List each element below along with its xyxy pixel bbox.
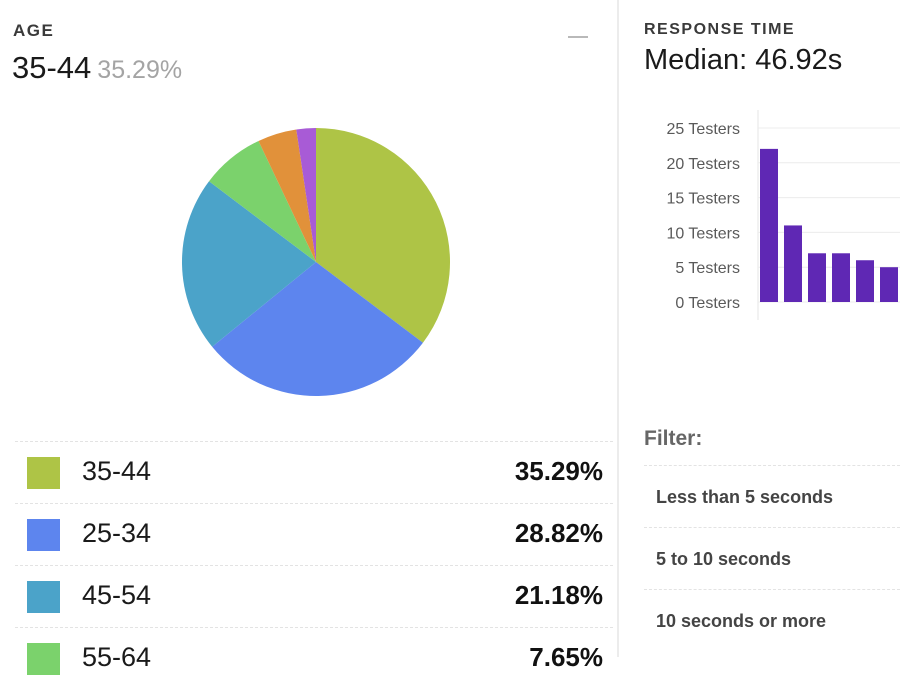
legend-value: 35.29% — [514, 456, 603, 486]
panel-divider — [617, 0, 619, 657]
filter-option-3[interactable]: 10 seconds or more — [644, 589, 900, 651]
legend-row-35-44[interactable]: 35-44 35.29% — [15, 441, 613, 503]
y-tick-label: 25 Testers — [666, 121, 740, 138]
pie-slice-45-54[interactable] — [181, 181, 316, 347]
filter-title: Filter: — [644, 427, 703, 450]
filter-option-1[interactable]: Less than 5 seconds — [644, 465, 900, 527]
filter-option-label: 10 seconds or more — [656, 611, 827, 631]
legend-swatch — [27, 519, 60, 551]
pie-slice-group-6[interactable] — [296, 128, 316, 262]
legend-swatch — [27, 581, 60, 613]
pie-slice-25-34[interactable] — [212, 262, 423, 397]
y-tick-label: 20 Testers — [666, 156, 740, 173]
pie-slice-55-64[interactable] — [209, 140, 316, 262]
legend-row-55-64[interactable]: 55-64 7.65% — [15, 627, 613, 689]
age-section-title: AGE — [13, 21, 55, 40]
legend-value: 28.82% — [514, 518, 603, 548]
legend-value: 7.65% — [529, 642, 603, 672]
legend-label: 55-64 — [82, 642, 152, 672]
response-bar-3[interactable] — [808, 253, 826, 302]
legend-value: 21.18% — [514, 580, 603, 610]
age-selected-group: 35-44 — [12, 50, 92, 85]
legend-label: 45-54 — [82, 580, 152, 610]
response-bar-4[interactable] — [832, 253, 850, 302]
filter-option-label: Less than 5 seconds — [656, 487, 834, 507]
filter-option-label: 5 to 10 seconds — [656, 549, 792, 569]
response-time-panel: RESPONSE TIME Median: 46.92s 25 Testers 2… — [619, 0, 900, 657]
response-time-bar-chart: 25 Testers 20 Testers 15 Testers 10 Testers… — [666, 110, 900, 320]
y-tick-label: 0 Testers — [675, 295, 740, 312]
response-bar-2[interactable] — [784, 225, 802, 302]
filter-option-2[interactable]: 5 to 10 seconds — [644, 527, 900, 589]
legend-label: 25-34 — [82, 518, 152, 548]
response-bar-1[interactable] — [760, 148, 778, 302]
legend-row-45-54[interactable]: 45-54 21.18% — [15, 565, 613, 627]
response-bar-5[interactable] — [856, 260, 874, 302]
legend-swatch — [27, 457, 60, 489]
y-tick-label: 5 Testers — [675, 260, 740, 277]
response-bar-6[interactable] — [880, 267, 898, 302]
legend-swatch — [27, 643, 60, 675]
minimize-icon[interactable] — [568, 36, 588, 38]
age-legend: 35-44 35.29% 25-34 28.82% 45-54 21.18% 55-64 7.… — [15, 441, 613, 689]
age-selected-percent: 35.29% — [97, 56, 183, 84]
response-time-title: RESPONSE TIME — [644, 21, 796, 38]
median-response-time: Median: 46.92s — [644, 44, 843, 76]
age-selected-summary: 35-44 35.29% — [12, 50, 182, 86]
age-panel: AGE 35-44 35.29% 35-44 35.29% 25-34 28.82% 45… — [12, 21, 613, 675]
y-tick-label: 15 Testers — [666, 191, 740, 208]
pie-slice-group-5[interactable] — [258, 129, 316, 262]
filter-list: Less than 5 seconds 5 to 10 seconds 10 sec… — [644, 465, 900, 651]
age-pie-chart[interactable] — [180, 126, 452, 398]
legend-row-25-34[interactable]: 25-34 28.82% — [15, 503, 613, 565]
y-tick-label: 10 Testers — [666, 225, 740, 242]
legend-label: 35-44 — [82, 456, 152, 486]
pie-slice-35-44[interactable] — [316, 128, 451, 343]
